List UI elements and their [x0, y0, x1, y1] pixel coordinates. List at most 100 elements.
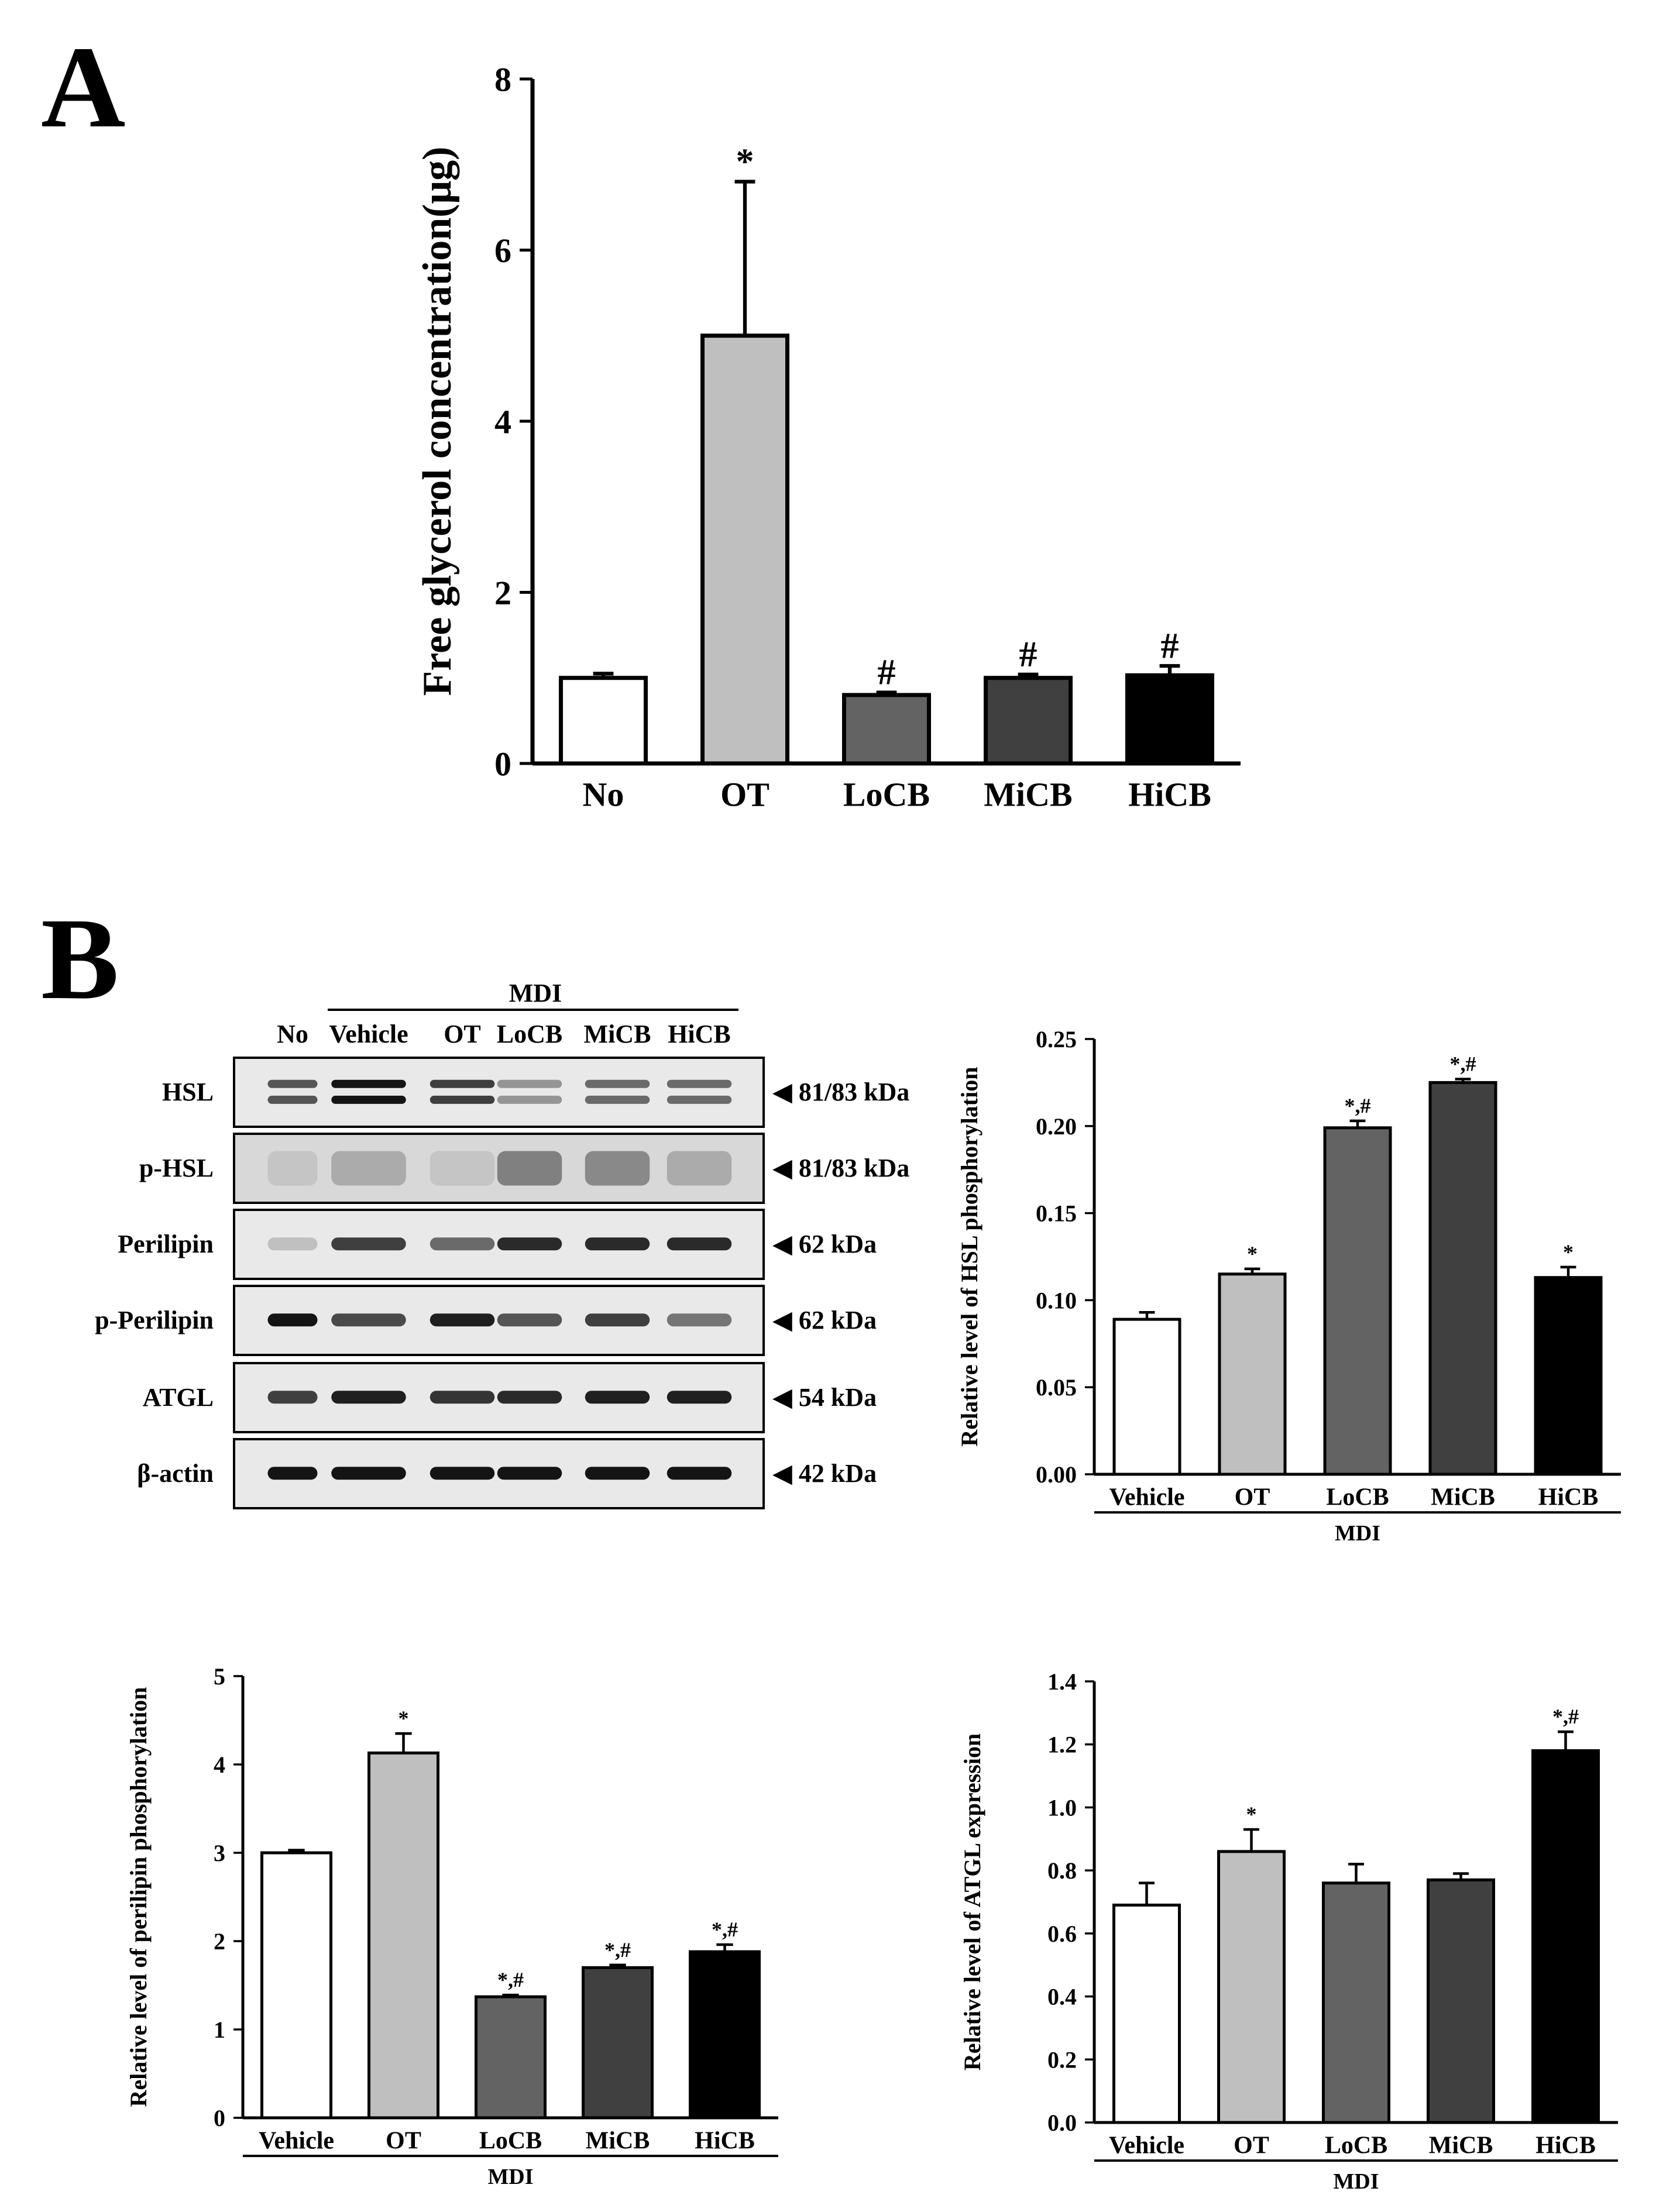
y-tick-label: 4: [494, 403, 511, 441]
significance-marker: #: [878, 653, 896, 693]
significance-marker: *,#: [497, 1968, 524, 1991]
blot-band: [585, 1467, 650, 1480]
y-tick-label: 0.4: [1047, 1984, 1077, 2010]
blot-band: [331, 1095, 406, 1104]
y-tick-label: 0.00: [1036, 1461, 1077, 1488]
significance-marker: *,#: [1345, 1094, 1371, 1117]
y-axis-label: Relative level of HSL phosphorylation: [956, 1067, 982, 1447]
y-tick-label: 2: [214, 1928, 225, 1955]
x-tick-label: Vehicle: [1109, 2132, 1184, 2159]
blot-band: [497, 1391, 562, 1404]
blot-band: [267, 1237, 318, 1251]
significance-marker: *,#: [712, 1918, 738, 1941]
bar-hicb: [1125, 673, 1214, 766]
lane-label-hicb: HiCB: [668, 1020, 731, 1048]
significance-marker: *: [1563, 1240, 1574, 1264]
group-label: MDI: [487, 2165, 533, 2189]
y-tick-label: 0: [494, 745, 511, 783]
x-tick-label: LoCB: [843, 776, 930, 814]
y-axis-label: Relative level of perilipin phosphorylat…: [125, 1687, 152, 2107]
bar-vehicle: [260, 1851, 332, 2120]
x-tick-label: HiCB: [1535, 2132, 1596, 2159]
significance-marker: *,#: [1450, 1052, 1476, 1075]
blot-band: [331, 1079, 406, 1088]
bar-ot: [1217, 1850, 1286, 2124]
bar-micb: [1427, 1878, 1495, 2124]
significance-marker: #: [1019, 635, 1038, 675]
x-tick-label: OT: [720, 776, 769, 814]
blot-row-hsl: HSL ◀ 81/83 kDa: [162, 1057, 909, 1128]
y-tick-label: 0.10: [1036, 1287, 1077, 1313]
x-tick-label: OT: [1234, 2132, 1269, 2159]
protein-label: ATGL: [143, 1383, 214, 1412]
y-tick-label: 4: [214, 1752, 225, 1778]
y-tick-label: 1.4: [1047, 1669, 1077, 1695]
blot-band: [331, 1151, 406, 1186]
y-tick-label: 1: [214, 2017, 225, 2043]
bar-vehicle: [1112, 1903, 1181, 2124]
panel-b-label: B: [41, 895, 119, 1024]
bar-hicb: [1534, 1276, 1603, 1476]
y-axis-label: Relative level of ATGL expression: [959, 1733, 985, 2070]
blot-band: [667, 1467, 732, 1480]
y-tick-label: 0.6: [1047, 1921, 1077, 1947]
x-tick-label: HiCB: [1128, 776, 1211, 814]
blot-band: [430, 1095, 495, 1104]
significance-marker: *,#: [1552, 1705, 1579, 1728]
blot-band: [497, 1237, 562, 1251]
y-tick-label: 8: [494, 60, 511, 98]
blot-band: [667, 1313, 732, 1327]
blot-band: [585, 1391, 650, 1404]
bar-hicb: [1531, 1749, 1600, 2124]
blot-band: [331, 1391, 406, 1404]
y-tick-label: 5: [214, 1663, 225, 1690]
y-tick-label: 0: [214, 2105, 225, 2131]
bar-no: [559, 676, 648, 766]
band-size-label: ◀ 81/83 kDa: [772, 1078, 909, 1106]
y-tick-label: 1.2: [1047, 1732, 1077, 1758]
x-tick-label: LoCB: [1325, 2132, 1387, 2159]
lane-label-locb: LoCB: [497, 1020, 562, 1048]
lane-label-ot: OT: [444, 1020, 481, 1048]
bar-hicb: [689, 1950, 761, 2120]
x-tick-label: MiCB: [586, 2128, 650, 2155]
blot-band: [430, 1151, 495, 1186]
y-tick-label: 0.20: [1036, 1113, 1077, 1140]
blot-band: [497, 1151, 562, 1186]
bar-ot: [700, 333, 789, 766]
panel-a-label: A: [41, 23, 126, 152]
y-tick-label: 1.0: [1047, 1794, 1077, 1821]
lane-label-micb: MiCB: [584, 1020, 651, 1048]
protein-label: β-actin: [137, 1459, 214, 1488]
blot-band: [585, 1313, 650, 1327]
blot-band: [430, 1237, 495, 1251]
x-tick-label: OT: [386, 2128, 421, 2155]
blot-band: [585, 1079, 650, 1088]
blot-band: [331, 1237, 406, 1251]
y-tick-label: 6: [494, 232, 511, 270]
significance-marker: *: [1247, 1242, 1258, 1265]
x-tick-label: LoCB: [479, 2128, 542, 2155]
band-size-label: ◀ 62 kDa: [772, 1306, 877, 1334]
blot-band: [430, 1313, 495, 1327]
x-tick-label: HiCB: [695, 2128, 755, 2155]
y-tick-label: 0.05: [1036, 1374, 1077, 1401]
blot-row-β-actin: β-actin ◀ 42 kDa: [137, 1438, 877, 1509]
y-axis-label: Free glycerol concentration(μg): [415, 147, 460, 696]
protein-label: Perilipin: [118, 1230, 214, 1258]
blot-band: [430, 1079, 495, 1088]
band-size-label: ◀ 62 kDa: [772, 1230, 877, 1258]
protein-label: HSL: [162, 1078, 214, 1106]
blot-row-atgl: ATGL ◀ 54 kDa: [143, 1362, 877, 1433]
blot-row-p-perilipin: p-Perilipin ◀ 62 kDa: [95, 1285, 877, 1356]
blot-row-p-hsl: p-HSL ◀ 81/83 kDa: [139, 1133, 909, 1204]
blot-band: [585, 1237, 650, 1251]
blot-band: [331, 1313, 406, 1327]
significance-marker: *,#: [604, 1938, 631, 1962]
lane-label-vehicle: Vehicle: [329, 1020, 408, 1048]
blot-band: [667, 1095, 732, 1104]
